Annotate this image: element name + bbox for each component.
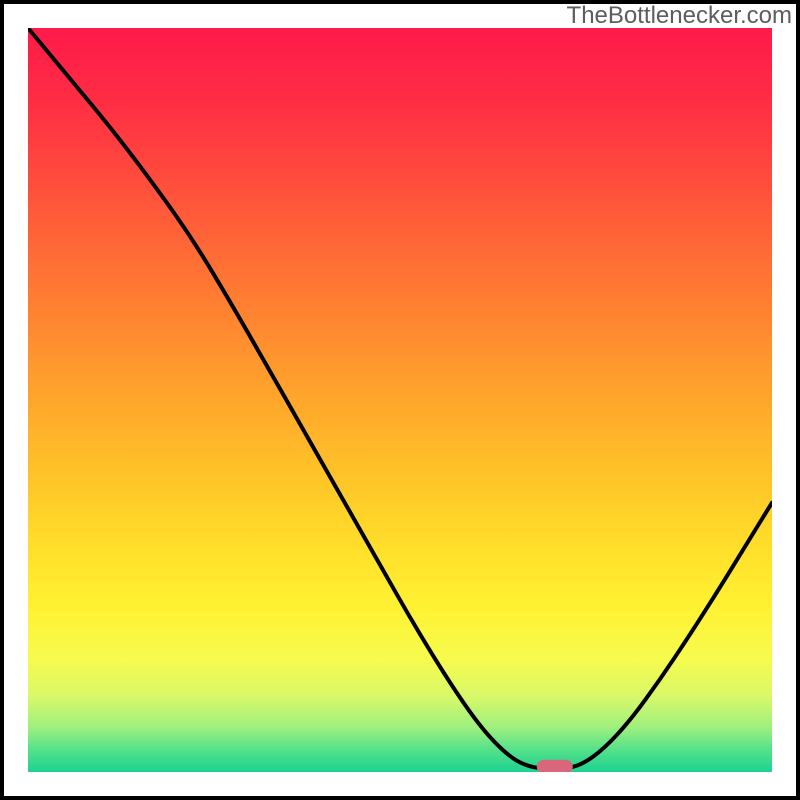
plot-area (28, 28, 772, 772)
curve-svg (28, 28, 772, 772)
chart-container: TheBottlenecker.com (0, 0, 800, 800)
optimal-range-marker (537, 760, 573, 772)
bottleneck-curve (28, 28, 772, 769)
watermark-text: TheBottlenecker.com (567, 2, 792, 30)
